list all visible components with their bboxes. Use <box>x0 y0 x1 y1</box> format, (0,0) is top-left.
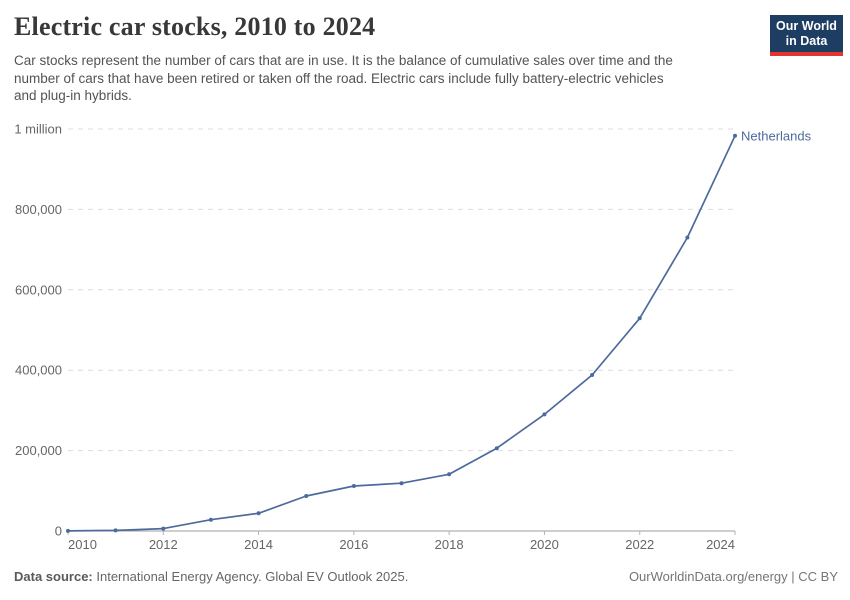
y-tick-label: 200,000 <box>15 443 62 458</box>
data-point <box>590 373 595 377</box>
data-point <box>733 133 737 138</box>
data-point <box>66 528 70 533</box>
chart-subtitle: Car stocks represent the number of cars … <box>14 52 754 105</box>
data-source-label: Data source: <box>14 569 93 584</box>
page-title: Electric car stocks, 2010 to 2024 <box>14 12 376 41</box>
owid-logo-stripe <box>770 52 843 56</box>
y-tick-label: 0 <box>55 524 62 539</box>
data-source-note: Data source: International Energy Agency… <box>14 569 408 584</box>
data-point <box>208 517 213 522</box>
x-tick-label: 2012 <box>149 537 178 552</box>
x-tick-label: 2014 <box>244 537 273 552</box>
data-point <box>304 494 309 498</box>
subtitle-line: Car stocks represent the number of cars … <box>14 53 673 68</box>
data-point <box>113 528 118 533</box>
data-point <box>399 481 404 486</box>
chart-footer: Data source: International Energy Agency… <box>14 569 838 584</box>
x-tick-label: 2016 <box>339 537 368 552</box>
x-tick-label: 2020 <box>530 537 559 552</box>
series-line-netherlands <box>67 134 736 532</box>
data-source-text: International Energy Agency. Global EV O… <box>92 569 409 584</box>
data-point <box>542 412 547 417</box>
data-point <box>637 316 642 321</box>
data-point <box>685 235 690 240</box>
x-tick-label: 2022 <box>625 537 654 552</box>
owid-logo: Our World in Data <box>770 15 843 56</box>
data-point <box>494 446 499 451</box>
owid-url-license: OurWorldinData.org/energy | CC BY <box>628 569 838 584</box>
owid-logo-text-line2: in Data <box>785 34 828 48</box>
x-tick-label: 2010 <box>68 537 97 552</box>
owid-logo-box: Our World in Data <box>770 15 843 52</box>
subtitle-line: and plug-in hybrids. <box>14 88 132 103</box>
data-point <box>161 526 166 531</box>
data-point <box>351 484 356 488</box>
data-point <box>256 511 261 516</box>
x-tick-label: 2024 <box>706 537 735 552</box>
y-tick-label: 1 million <box>14 122 62 137</box>
series-end-label: Netherlands <box>741 128 812 143</box>
data-point <box>447 472 452 477</box>
y-tick-label: 600,000 <box>15 282 62 297</box>
subtitle-line: number of cars that have been retired or… <box>14 70 664 86</box>
x-tick-label: 2018 <box>435 537 464 552</box>
y-tick-label: 400,000 <box>15 363 62 378</box>
y-tick-label: 800,000 <box>15 202 62 217</box>
owid-logo-text-line1: Our World <box>776 19 837 33</box>
